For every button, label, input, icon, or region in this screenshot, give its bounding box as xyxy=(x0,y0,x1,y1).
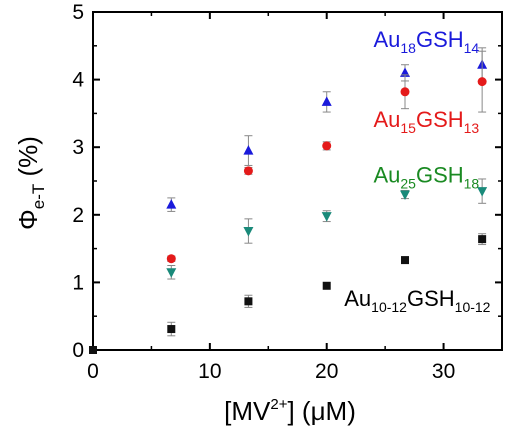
y-tick-label: 1 xyxy=(72,271,84,294)
data-point-triangle-up xyxy=(166,199,177,209)
series-label: Au10-12GSH10-12 xyxy=(344,286,490,315)
x-axis-title-base: [MV xyxy=(224,396,271,426)
series-label-text: GSH xyxy=(416,162,464,187)
y-tick-label: 4 xyxy=(72,69,84,92)
data-point-triangle-down xyxy=(477,187,488,197)
series-label-subscript: 10-12 xyxy=(455,299,491,315)
data-point-triangle-up xyxy=(321,96,332,106)
data-marks xyxy=(89,47,488,354)
series-label-subscript: 10-12 xyxy=(371,299,407,315)
y-tick-label: 0 xyxy=(72,339,84,362)
series-label-text: Au xyxy=(373,27,400,52)
series-label-text: GSH xyxy=(407,286,455,311)
data-point-circle xyxy=(400,87,410,97)
data-point-triangle-down xyxy=(166,268,177,278)
series-label-subscript: 13 xyxy=(464,120,480,136)
data-point-square xyxy=(322,281,331,290)
x-tick-label: 20 xyxy=(315,360,338,383)
y-tick-label: 5 xyxy=(72,1,84,24)
series-label-text: GSH xyxy=(416,27,464,52)
data-point-square xyxy=(167,325,176,334)
x-axis-title-sup: 2+ xyxy=(270,396,287,413)
x-axis-title-rest: ] (μM) xyxy=(287,396,355,426)
series-label-text: GSH xyxy=(416,107,464,132)
data-point-triangle-up xyxy=(243,145,254,155)
y-tick-label: 3 xyxy=(72,136,84,159)
data-point-triangle-down xyxy=(400,190,411,201)
data-point-square xyxy=(89,346,97,354)
data-point-circle xyxy=(322,141,332,151)
data-point-triangle-down xyxy=(321,212,332,222)
axis-ticks: 0 10 20 30 0 1 2 3 4 5 xyxy=(72,1,502,383)
y-axis-title-main: Φ xyxy=(13,209,43,230)
series-label-text: Au xyxy=(373,107,400,132)
data-point-circle xyxy=(477,77,487,87)
x-tick-label: 0 xyxy=(87,360,99,383)
series-label-subscript: 18 xyxy=(464,175,480,191)
series-label: Au25GSH18 xyxy=(373,162,479,191)
data-point-circle xyxy=(166,254,176,264)
series-label-subscript: 15 xyxy=(400,120,416,136)
y-axis-title: Φe-T (%) xyxy=(13,136,48,230)
data-point-square xyxy=(478,235,487,244)
series-label-subscript: 18 xyxy=(400,40,416,56)
series-label: Au15GSH13 xyxy=(373,107,479,136)
x-axis-title: [MV2+] (μM) xyxy=(224,396,356,426)
series-label-subscript: 25 xyxy=(400,175,416,191)
data-point-triangle-down xyxy=(243,227,254,237)
data-point-square xyxy=(244,297,253,306)
x-tick-label: 30 xyxy=(432,360,455,383)
data-point-circle xyxy=(243,166,253,176)
x-tick-label: 10 xyxy=(198,360,221,383)
series-annotations: Au18GSH14Au15GSH13Au25GSH18Au10-12GSH10-… xyxy=(344,27,490,315)
data-point-square xyxy=(401,256,410,265)
series-label-subscript: 14 xyxy=(464,40,480,56)
y-tick-label: 2 xyxy=(72,204,84,227)
series-label: Au18GSH14 xyxy=(373,27,479,56)
series-label-text: Au xyxy=(344,286,371,311)
series-label-text: Au xyxy=(373,162,400,187)
y-axis-title-unit: (%) xyxy=(13,136,43,184)
y-axis-title-sub: e-T xyxy=(29,184,48,210)
